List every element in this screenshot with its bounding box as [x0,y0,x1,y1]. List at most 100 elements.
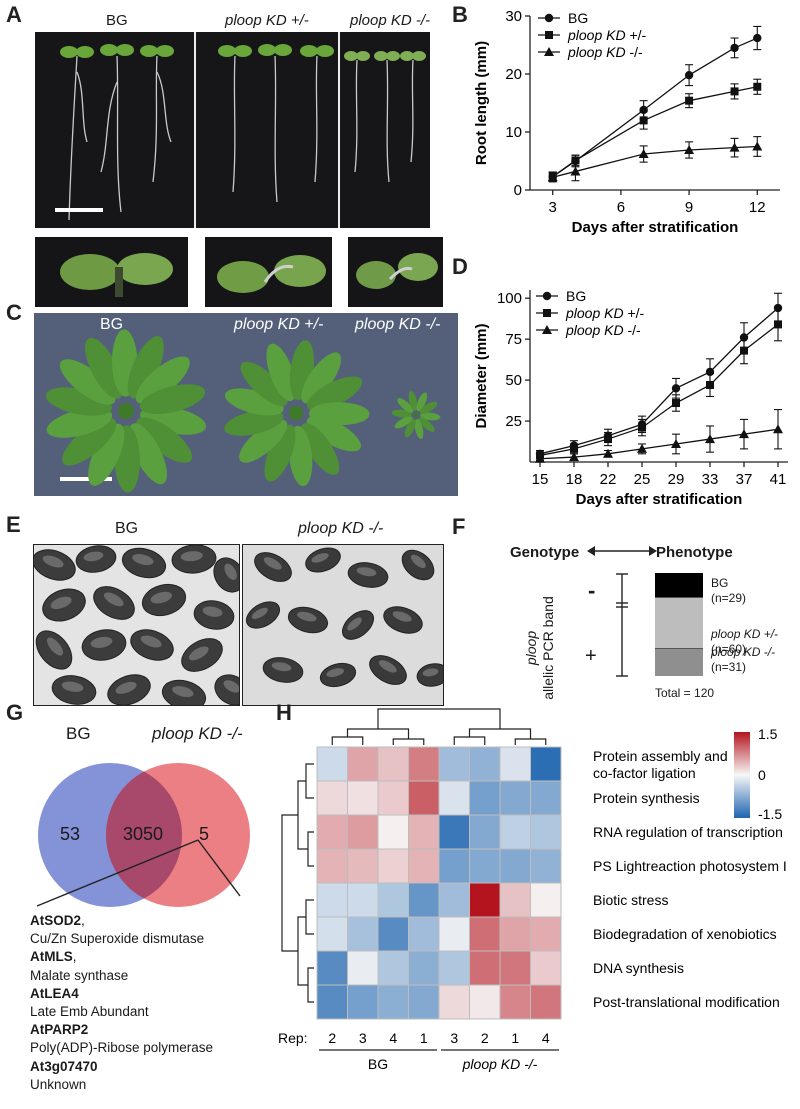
minus-sign: - [588,578,596,603]
data-point [672,399,680,408]
heatmap-cell [499,916,531,952]
rep-number: 3 [450,1030,458,1046]
data-point [535,453,545,463]
data-point [603,448,613,458]
panel-g-letter: G [6,700,24,725]
x-tick-label: 9 [685,199,693,216]
x-tick-label: 37 [736,471,753,488]
seed-highlight [61,681,84,692]
y-tick-label: 50 [505,372,522,389]
legend-marker [542,325,552,334]
data-point [684,144,695,154]
rosette-center [118,403,134,419]
legend-marker [544,47,554,56]
root-length-chart: 0 10 20 30 3 6 9 12 Days after stratification Roo… [473,8,780,236]
heatmap-cell [316,882,348,918]
heatmap-cell [347,950,379,986]
seeds-hom-photo [242,544,444,706]
rep-number: 2 [328,1030,336,1046]
data-point [685,96,694,105]
heatmap-cell [438,882,470,918]
gene-symbol: AtMLS [30,949,73,965]
heatmap-cell [469,950,501,986]
pheno-bg-n: (n=29) [711,591,747,605]
panel-c-letter: C [6,300,22,325]
panel-e-label-hom: ploop KD -/- [298,520,384,537]
heatmap-cell [530,848,562,884]
rosette-drawing [34,313,458,496]
heatmap-cell [530,882,562,918]
venn-only-bg: 53 [60,824,81,844]
phenotype-bar-segment [655,597,703,650]
legend-marker [542,291,552,301]
rosette-center [288,405,304,421]
rosette-leaf [239,419,288,463]
pheno-hom-name: ploop KD -/- [711,645,776,659]
heatmap-cell [408,984,440,1020]
rosette-leaf [397,398,414,413]
legend-label: BG [566,288,586,304]
heatmap-row-label: RNA regulation of transcription [593,824,783,840]
heatmap-cell [438,780,470,816]
rosette-leaf [408,391,418,411]
seed-highlight [378,660,397,673]
panel-c-label-hom: ploop KD -/- [355,316,441,333]
rep-number: 1 [511,1030,519,1046]
gene-symbol: AtSOD2 [30,913,82,928]
pcr-axis-line1: ploop [523,630,539,666]
data-point [604,435,612,444]
heatmap-cell [316,950,348,986]
heatmap-cell [377,916,409,952]
x-tick-label: 33 [702,471,719,488]
data-point [637,443,647,453]
legend-label-italic: ploop KD [567,44,626,60]
venn-label-hom: ploop KD -/- [152,724,243,743]
gene-name: AtMLS, [30,948,213,966]
heatmap-cell [377,882,409,918]
pheno-label-hom: ploop KD -/- (n=31) [711,645,775,675]
gene-name: AtPARP2 [30,1021,213,1039]
data-point [705,434,715,444]
data-point [774,320,782,329]
heatmap-cell [408,916,440,952]
scale-mid-label: 0 [758,767,766,783]
heatmap-cell [469,746,501,782]
rosette-leaf [88,423,125,486]
x-tick-label: 18 [566,471,583,488]
heatmap-cell [438,746,470,782]
data-point [671,438,681,448]
legend-label-genotype: -/- [626,44,643,60]
data-point [753,82,762,91]
rosette-leaf [85,337,124,399]
gene-symbol: At3g07470 [30,1058,98,1074]
column-dendrogram [331,736,364,745]
seed-highlight [251,607,268,620]
panel-c-label-bg: BG [100,316,124,333]
row-dendrogram [305,899,314,935]
diameter-chart: 25 50 75 100 15 18 22 25 29 33 37 41 Days after stra… [473,288,788,508]
heatmap-cell [499,814,531,850]
seed-highlight [422,668,439,677]
gene-description: Unknown [30,1076,87,1092]
column-dendrogram [377,708,501,729]
panel-h-letter: H [276,700,292,725]
x-tick-label: 15 [532,471,549,488]
legend-label: ploop KD -/- [565,322,641,338]
rep-number: 4 [542,1030,550,1046]
heatmap-cell [530,814,562,850]
pcr-axis-line2: allelic PCR band [540,596,556,700]
seed-highlight [150,591,173,604]
rosette-leaf [59,359,116,405]
rosette-center [413,412,419,418]
series-line-1 [539,323,779,457]
pheno-label-het: ploop KD +/- (n=60) [711,627,778,657]
rosette-leaf [404,418,416,438]
data-point [569,452,579,462]
heatmap-row-label: co-factor ligation [593,765,696,781]
heatmap-cell [316,746,348,782]
rosette-leaf [128,423,167,485]
seed-highlight [326,668,345,678]
data-point [671,384,681,393]
data-point [684,70,694,80]
data-point [570,444,578,453]
